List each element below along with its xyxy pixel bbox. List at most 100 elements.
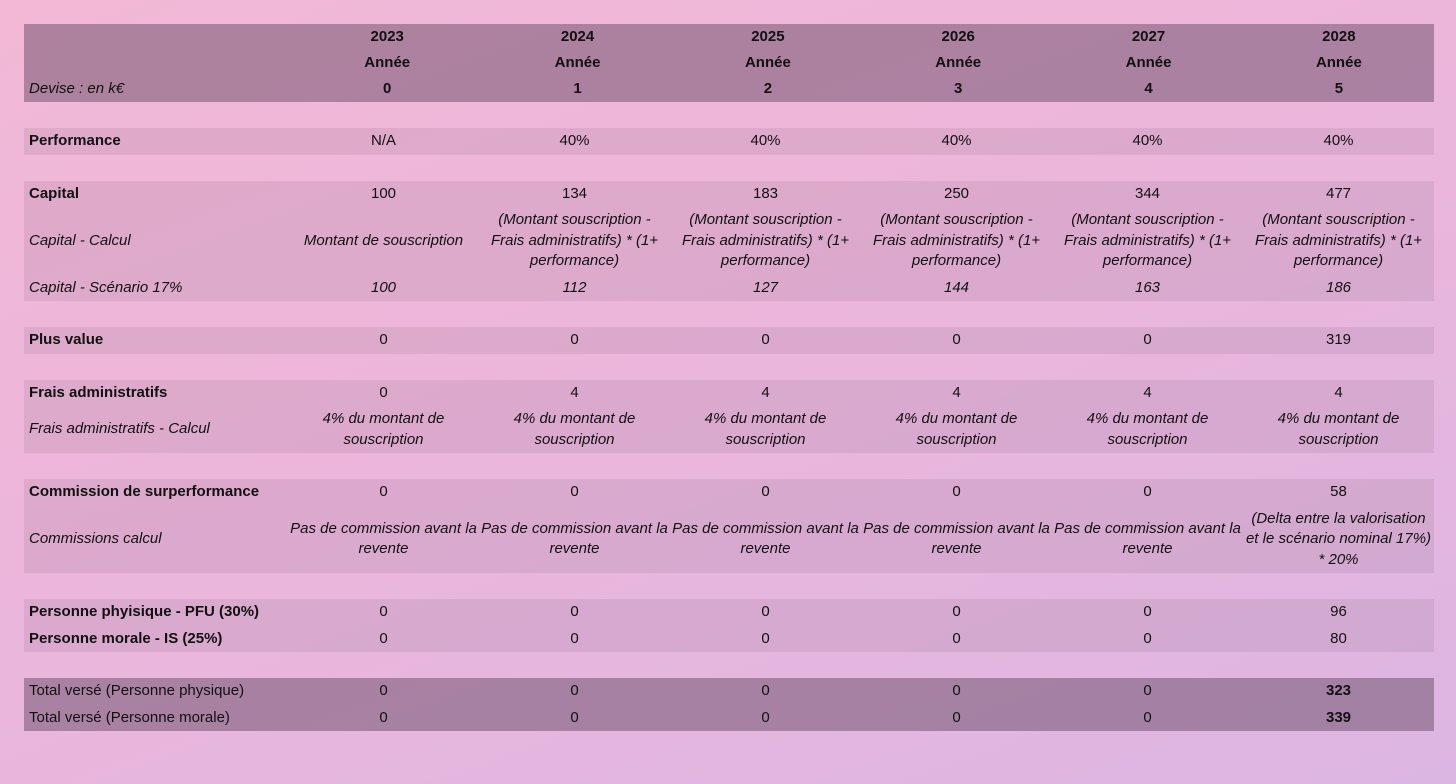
table-cell: 339 xyxy=(1325,708,1352,726)
table-cell: 183 xyxy=(752,184,779,202)
table-cell: Montant de souscription xyxy=(303,231,464,249)
table-cell: N/A xyxy=(370,132,396,149)
row-label: Commission de surperformance xyxy=(29,483,260,500)
row-label: Total versé (Personne physique) xyxy=(29,682,245,699)
header-row: Devise : en k€ 0 1 2 3 4 5 xyxy=(24,76,1434,102)
table-row: Capital - Calcul Montant de souscription (… xyxy=(24,207,1434,275)
table-cell: 4 xyxy=(570,383,579,401)
header-cell: Année xyxy=(364,54,411,71)
table-cell: 80 xyxy=(1330,629,1347,647)
header-cell: 2024 xyxy=(560,28,595,45)
table-cell: 163 xyxy=(1134,278,1161,296)
table-cell: 58 xyxy=(1330,483,1347,500)
table-cell: 96 xyxy=(1330,603,1347,620)
row-label: Plus value xyxy=(29,331,104,348)
header-band: 2023 2024 2025 2026 2027 2028 Année Année Année A… xyxy=(24,24,1434,102)
table-cell: 0 xyxy=(761,708,770,726)
table-cell: 0 xyxy=(952,483,961,500)
row-label: Capital - Calcul xyxy=(29,231,131,249)
header-cell: 2023 xyxy=(370,28,404,45)
row-label: Total versé (Personne morale) xyxy=(29,708,230,726)
row-label: Capital xyxy=(29,184,80,202)
table-cell: 0 xyxy=(952,331,961,348)
table-cell: 0 xyxy=(761,629,770,647)
table-row: Performance N/A 40% 40% 40% 40% 40% xyxy=(24,128,1434,155)
table-cell: (Montant souscription - Frais administra… xyxy=(490,211,659,269)
row-label: Commissions calcul xyxy=(29,530,162,547)
table-cell: 186 xyxy=(1325,278,1352,296)
table-row: Frais administratifs 0 4 4 4 4 4 xyxy=(24,380,1434,407)
table-row: Plus value 0 0 0 0 0 319 xyxy=(24,327,1434,354)
header-cell: 2026 xyxy=(941,28,975,45)
table-cell: 0 xyxy=(1143,603,1152,620)
table-cell: 0 xyxy=(952,708,961,726)
section-band: Commission de surperformance 0 0 0 0 0 58 Commi… xyxy=(24,479,1434,573)
table-cell: 0 xyxy=(952,603,961,620)
table-cell: 40% xyxy=(559,132,590,149)
table-cell: 40% xyxy=(750,132,781,149)
table-cell: 0 xyxy=(570,603,579,620)
header-cell: Année xyxy=(1315,54,1362,71)
table-cell: 0 xyxy=(1143,483,1152,500)
table-cell: 0 xyxy=(379,603,388,620)
header-row: Année Année Année Année Année Année xyxy=(24,50,1434,76)
table-cell: 323 xyxy=(1325,682,1352,699)
table-cell: 0 xyxy=(379,629,388,647)
table-cell: 4 xyxy=(952,383,961,401)
table-row: Personne morale - IS (25%) 0 0 0 0 0 80 xyxy=(24,626,1434,653)
table-cell: 127 xyxy=(752,278,779,296)
table-cell: 4 xyxy=(1143,383,1152,401)
table-cell: 0 xyxy=(761,331,770,348)
table-cell: 0 xyxy=(1143,331,1152,348)
table-cell: 0 xyxy=(379,383,388,401)
table-cell: 144 xyxy=(943,278,970,296)
table-cell: Pas de commission avant la revente xyxy=(290,519,477,558)
table-cell: 0 xyxy=(761,483,770,500)
table-cell: 4% du montant de souscription xyxy=(1277,410,1400,448)
table-cell: (Montant souscription - Frais administra… xyxy=(681,211,850,269)
table-cell: 0 xyxy=(570,483,579,500)
table-row: Frais administratifs - Calcul 4% du monta… xyxy=(24,406,1434,453)
section-band: Frais administratifs 0 4 4 4 4 4 Frais administ… xyxy=(24,379,1434,453)
table-cell: Pas de commission avant la revente xyxy=(1054,519,1241,558)
table-cell: 0 xyxy=(570,629,579,647)
row-label: Personne phyisique - PFU (30%) xyxy=(29,603,260,620)
table-cell: 4% du montant de souscription xyxy=(704,410,827,448)
header-cell: 1 xyxy=(573,80,582,97)
table-cell: 40% xyxy=(941,132,972,149)
table-cell: 0 xyxy=(570,708,579,726)
table-cell: 4% du montant de souscription xyxy=(322,410,445,448)
header-cell: Année xyxy=(1125,54,1172,71)
table-row: Capital - Scénario 17% 100 112 127 144 163 186 xyxy=(24,275,1434,302)
row-label: Frais administratifs - Calcul xyxy=(29,420,210,438)
header-cell: 2028 xyxy=(1322,28,1356,45)
table-cell: 4 xyxy=(761,383,770,401)
section-band: Personne phyisique - PFU (30%) 0 0 0 0 0 96 Per… xyxy=(24,599,1434,652)
table-row: Personne phyisique - PFU (30%) 0 0 0 0 0 96 xyxy=(24,599,1434,626)
table-cell: 0 xyxy=(1143,682,1152,699)
table-cell: 0 xyxy=(761,682,770,699)
header-cell: 2 xyxy=(763,80,773,97)
table-cell: 0 xyxy=(952,682,961,699)
table-cell: 134 xyxy=(561,184,588,202)
table-cell: 0 xyxy=(379,682,388,699)
table-cell: 0 xyxy=(379,331,388,348)
table-cell: 4 xyxy=(1334,383,1343,401)
table-row: Commissions calcul Pas de commission avan… xyxy=(24,506,1434,574)
table-cell: 40% xyxy=(1323,132,1354,149)
table-cell: (Montant souscription - Frais administra… xyxy=(872,211,1041,269)
row-label: Frais administratifs xyxy=(29,383,168,401)
header-cell: Année xyxy=(935,54,982,71)
table-cell: 100 xyxy=(370,278,397,296)
section-band: Capital 100 134 183 250 344 477 Capital - Calcu… xyxy=(24,180,1434,302)
table-cell: 0 xyxy=(1143,708,1152,726)
table-row: Total versé (Personne physique) 0 0 0 0 0 323 xyxy=(24,678,1434,705)
table-cell: Pas de commission avant la revente xyxy=(481,519,668,558)
table-cell: (Delta entre la valorisation et le scéna… xyxy=(1245,509,1432,568)
header-cell: 5 xyxy=(1334,80,1344,97)
table-cell: (Montant souscription - Frais administra… xyxy=(1254,211,1423,269)
row-label: Capital - Scénario 17% xyxy=(29,278,183,296)
table-cell: 0 xyxy=(952,629,961,647)
header-cell: 0 xyxy=(383,80,392,97)
